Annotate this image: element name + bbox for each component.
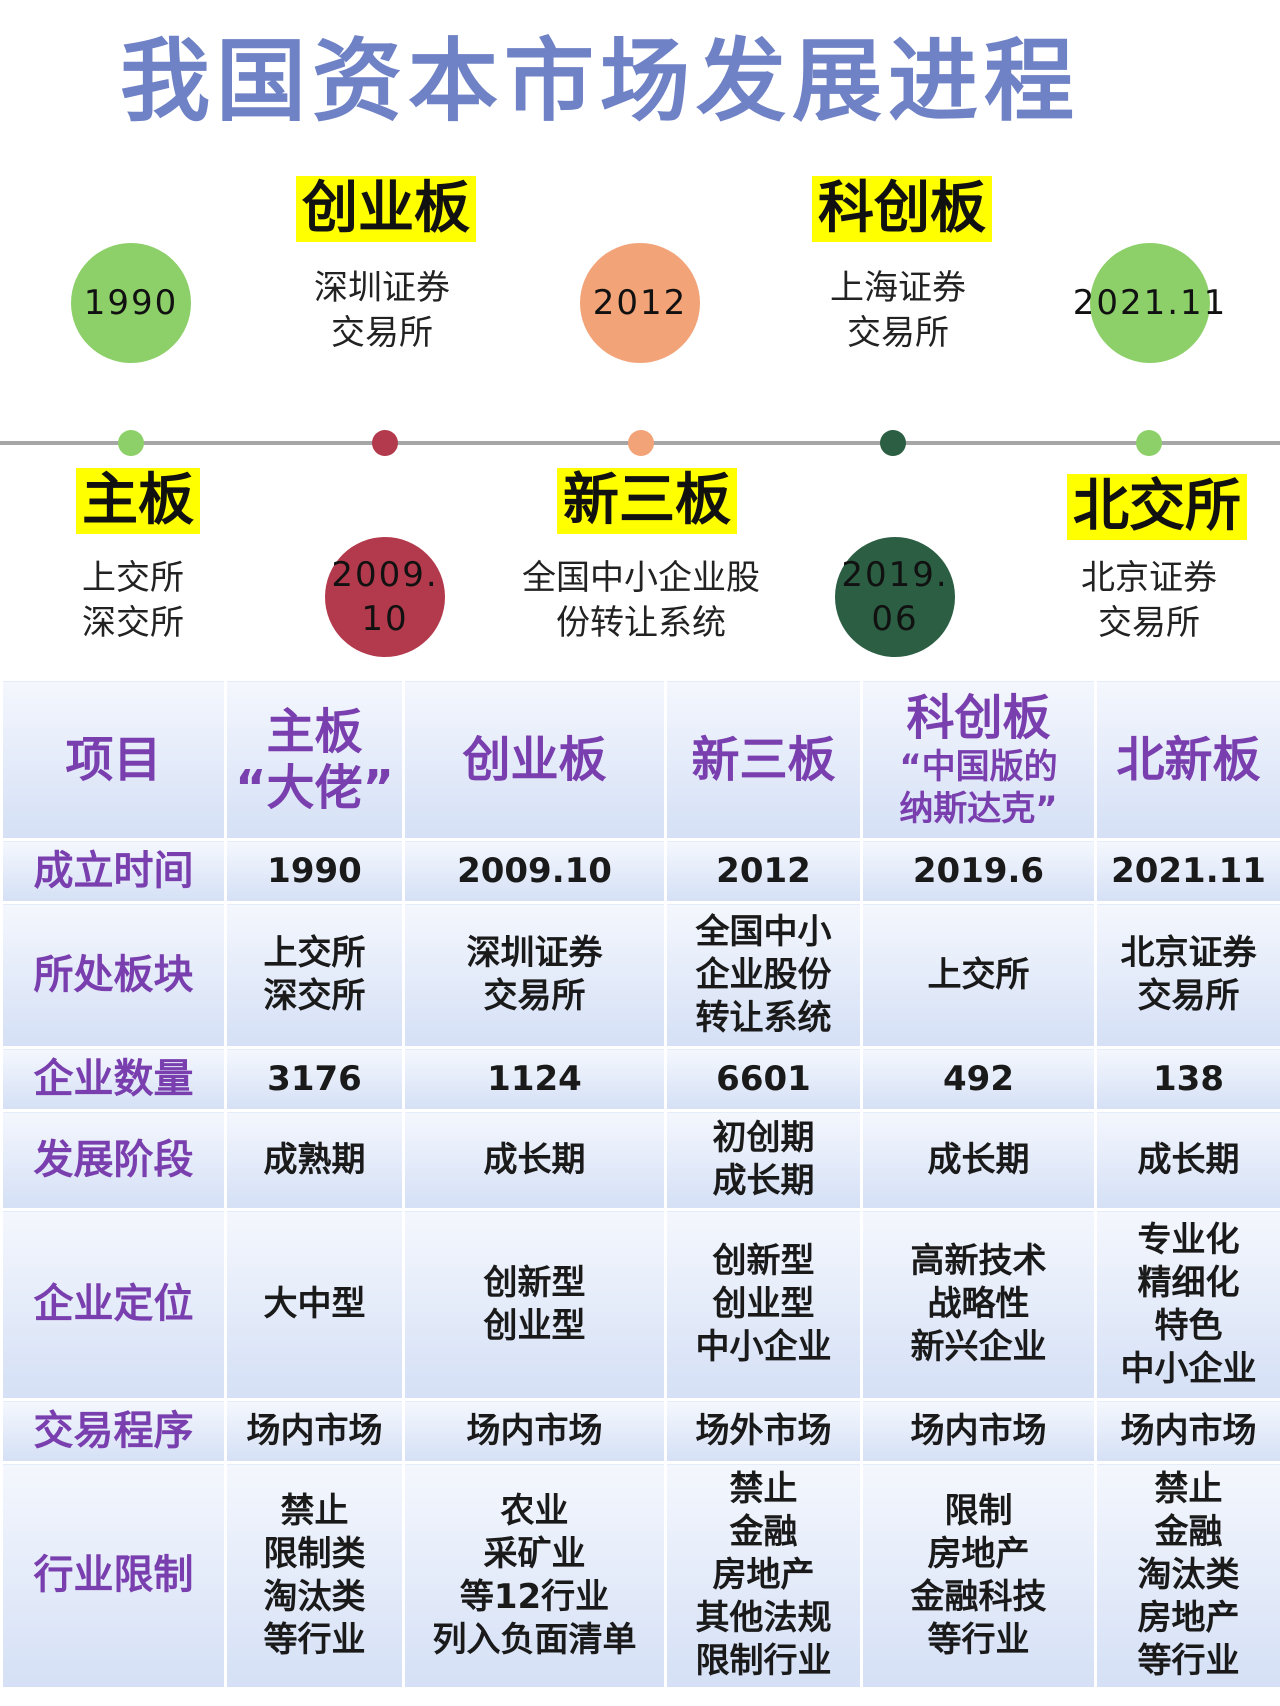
table-cell: 上交所 深交所 [224,901,405,1049]
year-circle-2009: 2009. 10 [325,537,445,657]
row-label: 交易程序 [0,1398,227,1464]
table-cell: 1990 [224,838,405,904]
board-label-main: 主板 [76,468,200,534]
table-cell: 492 [860,1046,1097,1112]
table-cell: 全国中小 企业股份 转让系统 [664,901,863,1049]
table-cell: 禁止 金融 淘汰类 房地产 等行业 [1094,1461,1280,1690]
timeline-dot-2021 [1136,430,1162,456]
year-circle-1990: 1990 [71,243,191,363]
table-cell: 大中型 [224,1208,405,1401]
board-sub-star: 上海证券 交易所 [830,268,966,353]
header-main: 主板 “大佬” [224,678,405,841]
table-row: 行业限制 禁止 限制类 淘汰类 等行业 农业 采矿业 等12行业 列入负面清单 … [0,1461,1280,1690]
table-cell: 初创期 成长期 [664,1109,863,1211]
table-cell: 1124 [402,1046,667,1112]
board-label-gem: 创业板 [296,176,476,242]
table-row: 成立时间 1990 2009.10 2012 2019.6 2021.11 [0,838,1280,904]
table-cell: 成熟期 [224,1109,405,1211]
board-sub-bse: 北京证券 交易所 [1081,558,1217,643]
table-cell: 场外市场 [664,1398,863,1464]
header-bse: 北新板 [1094,678,1280,841]
row-label: 企业数量 [0,1046,227,1112]
page-title: 我国资本市场发展进程 [120,29,1080,134]
table-row: 所处板块 上交所 深交所 深圳证券 交易所 全国中小 企业股份 转让系统 上交所… [0,901,1280,1049]
board-sub-neeq: 全国中小企业股 份转让系统 [522,558,760,643]
table-cell: 农业 采矿业 等12行业 列入负面清单 [402,1461,667,1690]
table-cell: 场内市场 [860,1398,1097,1464]
table-cell: 上交所 [860,901,1097,1049]
year-circle-2021: 2021.11 [1073,243,1225,363]
table-cell: 2019.6 [860,838,1097,904]
row-label: 行业限制 [0,1461,227,1690]
header-item: 项目 [0,678,227,841]
table-cell: 北京证券 交易所 [1094,901,1280,1049]
table-cell: 专业化 精细化 特色 中小企业 [1094,1208,1280,1401]
timeline-dot-2012 [628,430,654,456]
table-cell: 限制 房地产 金融科技 等行业 [860,1461,1097,1690]
table-cell: 深圳证券 交易所 [402,901,667,1049]
header-star-sub: “中国版的 纳斯达克” [899,746,1058,829]
table-cell: 2009.10 [402,838,667,904]
table-row: 企业数量 3176 1124 6601 492 138 [0,1046,1280,1112]
table-cell: 成长期 [402,1109,667,1211]
table-cell: 2021.11 [1094,838,1280,904]
row-label: 发展阶段 [0,1109,227,1211]
board-label-star: 科创板 [812,176,992,242]
table-cell: 成长期 [1094,1109,1280,1211]
table-row: 企业定位 大中型 创新型 创业型 创新型 创业型 中小企业 高新技术 战略性 新… [0,1208,1280,1401]
table-cell: 场内市场 [1094,1398,1280,1464]
timeline-dot-2009 [372,430,398,456]
header-main-title: 主板 [266,703,363,760]
row-label: 企业定位 [0,1208,227,1401]
header-main-sub: “大佬” [234,759,395,816]
table-cell: 场内市场 [224,1398,405,1464]
table-cell: 创新型 创业型 [402,1208,667,1401]
table-cell: 创新型 创业型 中小企业 [664,1208,863,1401]
table-cell: 禁止 限制类 淘汰类 等行业 [224,1461,405,1690]
board-label-neeq: 新三板 [557,468,737,534]
year-circle-2012: 2012 [580,243,700,363]
timeline-dot-1990 [118,430,144,456]
table-cell: 6601 [664,1046,863,1112]
header-gem: 创业板 [402,678,667,841]
year-circle-2019: 2019. 06 [835,537,955,657]
table-cell: 场内市场 [402,1398,667,1464]
table-cell: 高新技术 战略性 新兴企业 [860,1208,1097,1401]
header-star: 科创板 “中国版的 纳斯达克” [860,678,1097,841]
board-label-bse: 北交所 [1067,474,1247,540]
comparison-table: 项目 主板 “大佬” 创业板 新三板 科创板 “中国版的 纳斯达克” 北新板 成… [0,678,1280,1690]
header-neeq: 新三板 [664,678,863,841]
table-cell: 禁止 金融 房地产 其他法规 限制行业 [664,1461,863,1690]
board-sub-gem: 深圳证券 交易所 [314,268,450,353]
board-sub-main: 上交所 深交所 [82,558,184,643]
table-header-row: 项目 主板 “大佬” 创业板 新三板 科创板 “中国版的 纳斯达克” 北新板 [0,678,1280,841]
row-label: 成立时间 [0,838,227,904]
table-cell: 3176 [224,1046,405,1112]
header-star-title: 科创板 [906,689,1051,746]
table-cell: 138 [1094,1046,1280,1112]
table-row: 发展阶段 成熟期 成长期 初创期 成长期 成长期 成长期 [0,1109,1280,1211]
row-label: 所处板块 [0,901,227,1049]
table-cell: 成长期 [860,1109,1097,1211]
timeline-dot-2019 [880,430,906,456]
table-row: 交易程序 场内市场 场内市场 场外市场 场内市场 场内市场 [0,1398,1280,1464]
table-cell: 2012 [664,838,863,904]
